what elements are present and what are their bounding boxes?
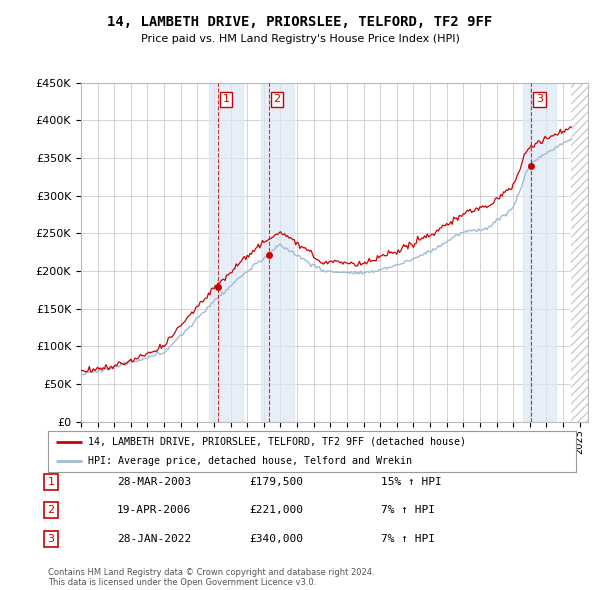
Text: 28-JAN-2022: 28-JAN-2022	[117, 534, 191, 543]
Text: £179,500: £179,500	[249, 477, 303, 487]
Text: £221,000: £221,000	[249, 506, 303, 515]
Text: 1: 1	[47, 477, 55, 487]
Bar	[571, 83, 588, 422]
Text: 3: 3	[47, 534, 55, 543]
Text: £340,000: £340,000	[249, 534, 303, 543]
Bar	[523, 83, 556, 422]
Text: Contains HM Land Registry data © Crown copyright and database right 2024.
This d: Contains HM Land Registry data © Crown c…	[48, 568, 374, 587]
Text: HPI: Average price, detached house, Telford and Wrekin: HPI: Average price, detached house, Telf…	[88, 456, 412, 466]
Text: 2: 2	[274, 94, 281, 104]
Text: 28-MAR-2003: 28-MAR-2003	[117, 477, 191, 487]
Text: 2: 2	[47, 506, 55, 515]
Text: 14, LAMBETH DRIVE, PRIORSLEE, TELFORD, TF2 9FF (detached house): 14, LAMBETH DRIVE, PRIORSLEE, TELFORD, T…	[88, 437, 466, 447]
Text: 14, LAMBETH DRIVE, PRIORSLEE, TELFORD, TF2 9FF: 14, LAMBETH DRIVE, PRIORSLEE, TELFORD, T…	[107, 15, 493, 29]
Bar	[209, 83, 243, 422]
Text: Price paid vs. HM Land Registry's House Price Index (HPI): Price paid vs. HM Land Registry's House …	[140, 34, 460, 44]
Text: 19-APR-2006: 19-APR-2006	[117, 506, 191, 515]
Text: 15% ↑ HPI: 15% ↑ HPI	[381, 477, 442, 487]
Text: 7% ↑ HPI: 7% ↑ HPI	[381, 506, 435, 515]
Bar	[260, 83, 294, 422]
Text: 7% ↑ HPI: 7% ↑ HPI	[381, 534, 435, 543]
Text: 1: 1	[223, 94, 230, 104]
Bar	[571, 83, 588, 422]
Text: 3: 3	[536, 94, 543, 104]
